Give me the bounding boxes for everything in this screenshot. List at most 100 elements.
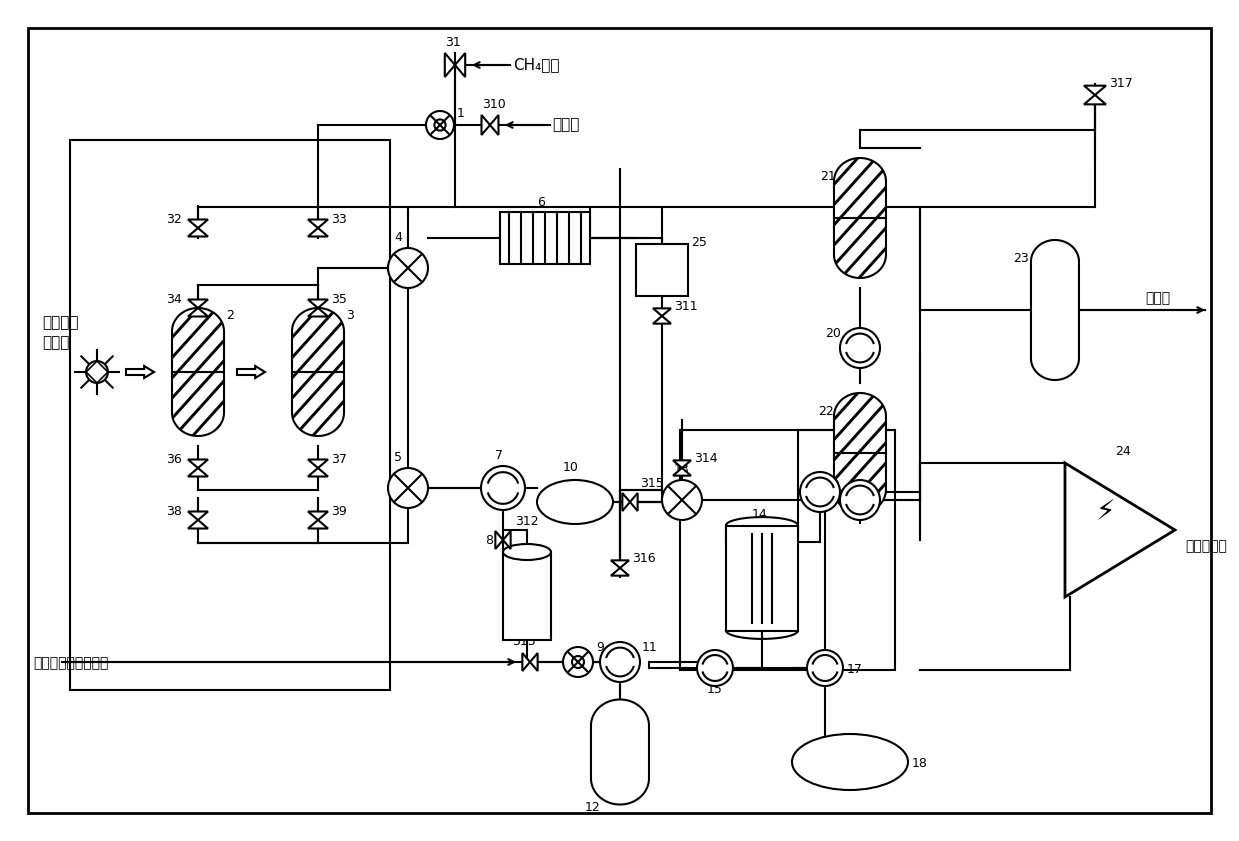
Polygon shape xyxy=(1031,240,1079,380)
Text: 34: 34 xyxy=(166,293,182,306)
Text: 25: 25 xyxy=(691,236,707,249)
Text: 20: 20 xyxy=(825,327,841,340)
Circle shape xyxy=(388,248,427,288)
Polygon shape xyxy=(834,393,886,513)
Text: 13: 13 xyxy=(674,463,690,476)
Circle shape xyxy=(388,468,427,508)
Text: 23: 23 xyxy=(1014,252,1028,265)
Text: 24: 24 xyxy=(1115,445,1131,458)
Polygon shape xyxy=(523,653,530,671)
Polygon shape xyxy=(309,220,328,228)
PathPatch shape xyxy=(834,158,886,278)
Text: 37: 37 xyxy=(331,453,347,466)
Polygon shape xyxy=(309,228,328,236)
Circle shape xyxy=(563,647,593,677)
Text: 15: 15 xyxy=(707,683,722,696)
Polygon shape xyxy=(309,468,328,477)
Polygon shape xyxy=(653,309,672,316)
Text: 高温聚光: 高温聚光 xyxy=(42,315,78,330)
Text: 313: 313 xyxy=(512,635,535,648)
Text: 315: 315 xyxy=(641,477,664,490)
Text: 39: 39 xyxy=(331,505,347,518)
Ellipse shape xyxy=(503,544,551,560)
Polygon shape xyxy=(482,115,489,135)
Bar xyxy=(726,526,798,631)
Ellipse shape xyxy=(536,480,613,524)
Bar xyxy=(680,430,895,670)
Text: CH₄管道: CH₄管道 xyxy=(513,57,560,72)
Polygon shape xyxy=(455,53,465,77)
Bar xyxy=(503,552,551,640)
Polygon shape xyxy=(309,299,328,308)
Text: ⚡: ⚡ xyxy=(1095,498,1115,526)
Polygon shape xyxy=(292,308,344,436)
Polygon shape xyxy=(530,653,538,671)
Text: 314: 314 xyxy=(694,452,717,465)
Text: 7: 7 xyxy=(496,449,503,462)
Polygon shape xyxy=(1084,86,1106,95)
Text: 11: 11 xyxy=(642,641,658,654)
Polygon shape xyxy=(188,511,208,520)
Polygon shape xyxy=(309,520,328,528)
Polygon shape xyxy=(188,299,208,308)
Polygon shape xyxy=(188,520,208,528)
Bar xyxy=(501,212,590,264)
Text: 21: 21 xyxy=(820,170,836,183)
Text: 16: 16 xyxy=(843,474,857,487)
Text: 3: 3 xyxy=(346,309,354,322)
Text: 310: 310 xyxy=(482,98,506,111)
Text: 14: 14 xyxy=(752,507,768,521)
Text: 8: 8 xyxy=(484,534,493,547)
Text: 312: 312 xyxy=(515,515,539,528)
Text: 6: 6 xyxy=(536,196,545,209)
Text: 17: 17 xyxy=(847,663,862,676)
Text: 精制水: 精制水 xyxy=(553,117,580,132)
Text: 去往凝汽器: 去往凝汽器 xyxy=(1184,539,1227,553)
Text: 18: 18 xyxy=(912,757,928,770)
Text: 35: 35 xyxy=(331,293,347,306)
Text: 36: 36 xyxy=(166,453,182,466)
Text: 10: 10 xyxy=(563,461,579,474)
Circle shape xyxy=(807,650,843,686)
Polygon shape xyxy=(622,493,629,511)
Circle shape xyxy=(662,480,703,520)
Polygon shape xyxy=(611,568,629,575)
Polygon shape xyxy=(445,53,455,77)
Text: 19: 19 xyxy=(825,479,841,492)
Text: 33: 33 xyxy=(331,213,347,226)
PathPatch shape xyxy=(172,308,224,436)
Text: 31: 31 xyxy=(445,36,461,49)
Polygon shape xyxy=(591,700,649,805)
Text: 311: 311 xyxy=(674,300,698,313)
Polygon shape xyxy=(126,366,154,378)
Circle shape xyxy=(600,642,641,682)
Text: 38: 38 xyxy=(166,505,182,518)
Polygon shape xyxy=(309,511,328,520)
Polygon shape xyxy=(172,308,224,436)
Text: 5: 5 xyxy=(394,451,401,464)
Circle shape xyxy=(840,480,880,520)
Polygon shape xyxy=(1084,95,1106,104)
Text: 32: 32 xyxy=(166,213,182,226)
Polygon shape xyxy=(188,468,208,477)
Text: 1: 1 xyxy=(457,107,465,120)
Polygon shape xyxy=(611,560,629,568)
Text: 太阳能: 太阳能 xyxy=(42,335,69,350)
Circle shape xyxy=(800,472,840,512)
Polygon shape xyxy=(188,220,208,228)
Text: 冷凝液: 冷凝液 xyxy=(1145,291,1170,305)
Polygon shape xyxy=(496,531,503,549)
Text: 12: 12 xyxy=(585,801,601,814)
Polygon shape xyxy=(673,468,691,476)
Polygon shape xyxy=(489,115,498,135)
Polygon shape xyxy=(834,158,886,278)
Polygon shape xyxy=(309,459,328,468)
Polygon shape xyxy=(629,493,638,511)
PathPatch shape xyxy=(292,308,344,436)
Text: 316: 316 xyxy=(632,552,655,565)
Text: 9: 9 xyxy=(596,641,603,654)
Text: 4: 4 xyxy=(394,231,401,244)
Polygon shape xyxy=(188,228,208,236)
Text: 来自凝汽器和精制水: 来自凝汽器和精制水 xyxy=(33,656,108,670)
Text: 317: 317 xyxy=(1109,77,1132,90)
